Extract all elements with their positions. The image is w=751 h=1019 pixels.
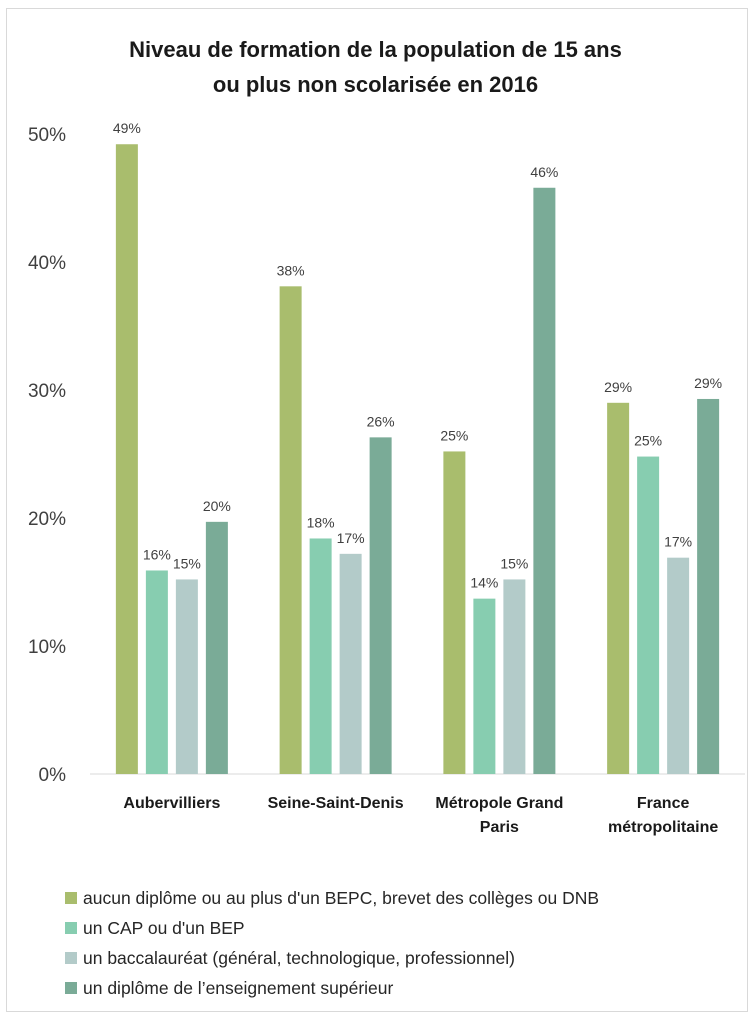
x-category-label: Seine-Saint-Denis (268, 795, 404, 812)
legend-label: un baccalauréat (général, technologique,… (83, 947, 515, 968)
data-label: 49% (113, 120, 141, 136)
legend-swatch (65, 922, 77, 934)
bar (279, 286, 302, 774)
bar (205, 521, 228, 774)
y-tick-label: 50% (28, 125, 66, 146)
legend-label: un CAP ou d'un BEP (83, 917, 245, 938)
data-label: 17% (337, 530, 365, 546)
bar (697, 398, 720, 774)
data-label: 29% (694, 375, 722, 391)
data-label: 18% (307, 514, 335, 530)
y-tick-label: 30% (28, 381, 66, 402)
y-tick-label: 40% (28, 253, 66, 274)
bar (473, 598, 496, 774)
x-category-label: France (637, 795, 690, 812)
x-category-label: Aubervilliers (123, 795, 220, 812)
legend-label: aucun diplôme ou au plus d'un BEPC, brev… (83, 887, 600, 908)
legend-swatch (65, 952, 77, 964)
bar (637, 456, 660, 774)
x-category-label: Paris (480, 819, 519, 836)
data-label: 15% (173, 555, 201, 571)
chart-title: Niveau de formation de la population de … (0, 32, 751, 102)
data-label: 46% (530, 164, 558, 180)
data-label: 17% (664, 534, 692, 550)
x-axis: Aubervilliers Seine-Saint-Denis Métropole … (90, 773, 745, 836)
bar (115, 144, 138, 775)
legend-item: un diplôme de l’enseignement supérieur (65, 973, 745, 1003)
data-labels: 49%16%15%20%38%18%17%26%25%14%15%46%29%2… (113, 120, 722, 590)
data-label: 38% (277, 262, 305, 278)
bars (115, 144, 720, 775)
legend-swatch (65, 892, 77, 904)
x-category-label: Métropole Grand (435, 795, 563, 812)
data-label: 29% (604, 379, 632, 395)
chart-title-line-2: ou plus non scolarisée en 2016 (212, 72, 539, 97)
legend-label: un diplôme de l’enseignement supérieur (83, 977, 394, 998)
y-tick-label: 20% (28, 509, 66, 530)
bar (533, 187, 556, 774)
bar (339, 553, 362, 774)
bar (309, 538, 332, 774)
y-tick-label: 10% (28, 637, 66, 658)
data-label: 26% (367, 413, 395, 429)
data-label: 25% (634, 433, 662, 449)
bar (503, 579, 526, 774)
data-label: 14% (470, 575, 498, 591)
bar (175, 579, 198, 774)
data-label: 25% (440, 427, 468, 443)
x-category-label: métropolitaine (608, 819, 718, 836)
bar (607, 402, 630, 774)
legend-swatch (65, 982, 77, 994)
legend-item: un CAP ou d'un BEP (65, 913, 745, 943)
y-axis: 0% 10% 20% 30% 40% 50% (28, 125, 66, 786)
data-label: 20% (203, 498, 231, 514)
data-label: 16% (143, 546, 171, 562)
bar (443, 451, 466, 774)
data-label: 15% (500, 555, 528, 571)
y-tick-label: 0% (39, 765, 67, 786)
chart-title-line-1: Niveau de formation de la population de … (129, 37, 622, 62)
legend-item: un baccalauréat (général, technologique,… (65, 943, 745, 973)
bar (145, 570, 168, 774)
bar (667, 557, 690, 774)
legend-item: aucun diplôme ou au plus d'un BEPC, brev… (65, 883, 745, 913)
bar (369, 437, 392, 774)
legend: aucun diplôme ou au plus d'un BEPC, brev… (65, 883, 745, 1003)
